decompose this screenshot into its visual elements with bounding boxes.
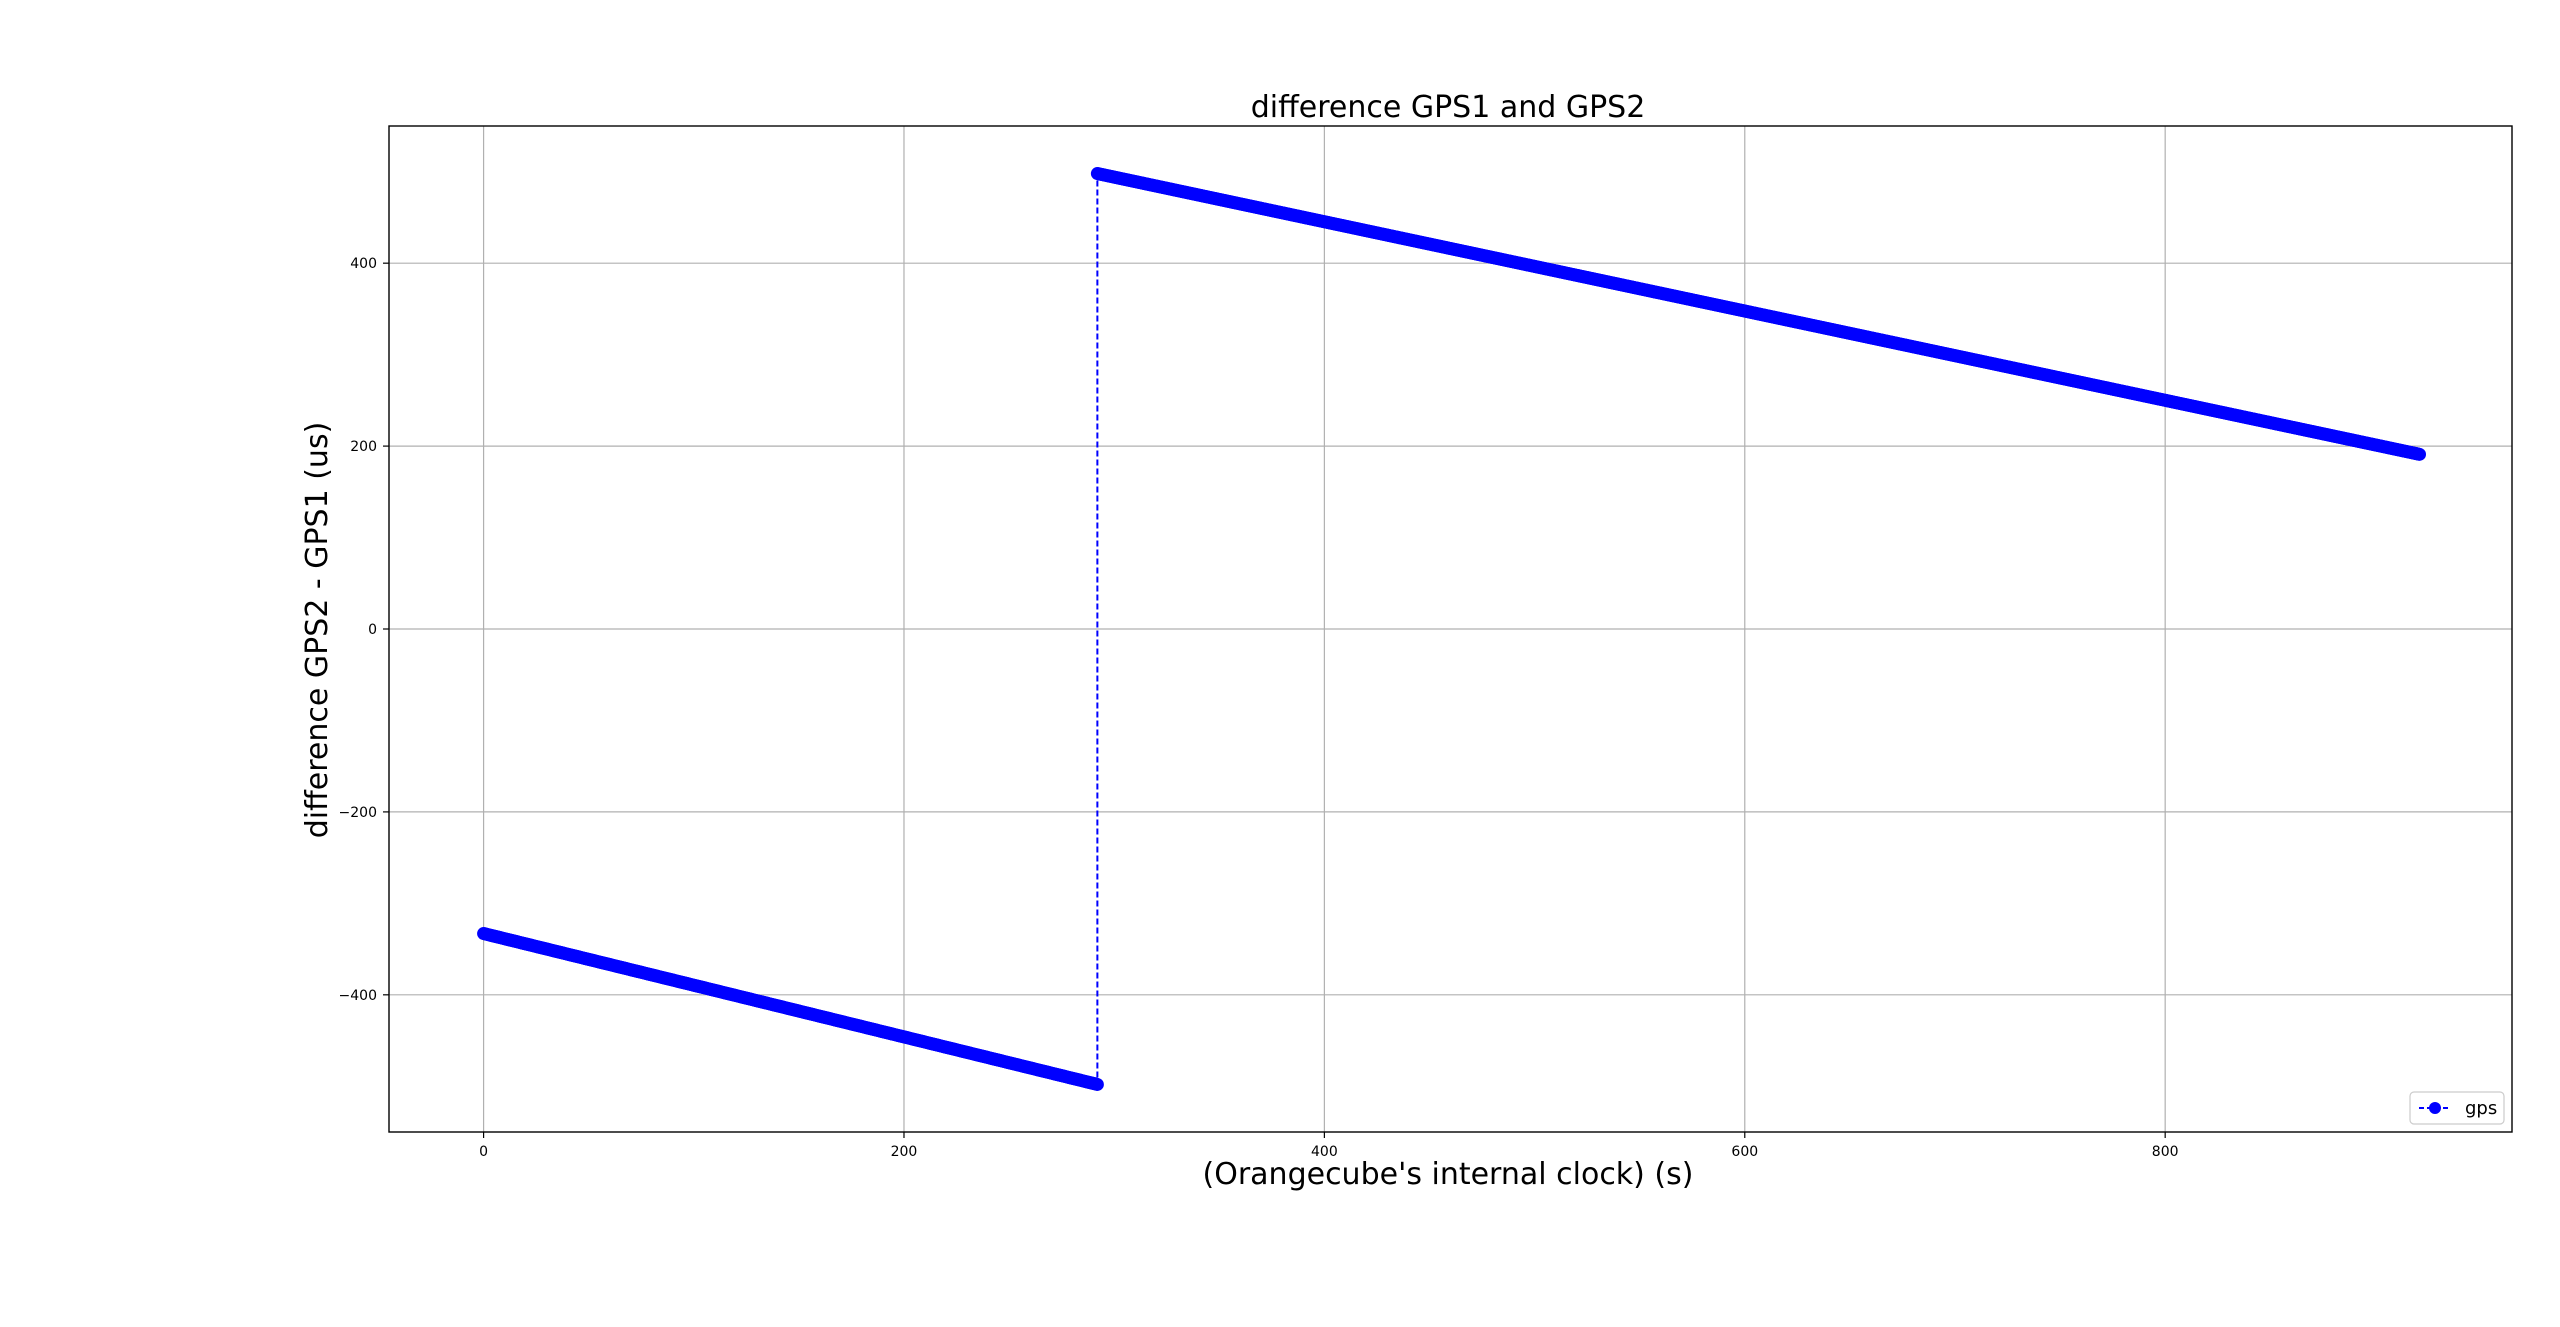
series-markers-gps-segment-2 <box>1090 167 2427 461</box>
plot-area <box>388 125 2513 1133</box>
x-tick-label: 0 <box>479 1144 488 1160</box>
series-markers-gps-segment-1 <box>477 927 1104 1091</box>
y-tick-label: 0 <box>368 622 377 638</box>
y-axis-title: difference GPS2 - GPS1 (us) <box>300 422 335 839</box>
data-point <box>1090 1077 1104 1091</box>
data-point <box>2413 447 2427 461</box>
x-tick-label: 600 <box>1731 1144 1758 1160</box>
legend: gps <box>2409 1091 2505 1125</box>
series-layer <box>477 167 2427 1091</box>
y-tick-label: 200 <box>350 439 377 455</box>
x-axis: 0 200 400 600 800 <box>479 1132 2179 1160</box>
y-tick-label: 400 <box>350 256 377 272</box>
y-tick-label: −400 <box>339 988 377 1004</box>
legend-frame <box>2409 1091 2505 1125</box>
y-tick-label: −200 <box>339 805 377 821</box>
legend-label: gps <box>2465 1098 2497 1119</box>
y-axis: −400 −200 0 200 400 <box>339 256 389 1004</box>
x-tick-label: 400 <box>1311 1144 1338 1160</box>
x-tick-label: 200 <box>891 1144 918 1160</box>
x-tick-label: 800 <box>2152 1144 2179 1160</box>
x-axis-title: (Orangecube's internal clock) (s) <box>1203 1157 1694 1192</box>
chart-title: difference GPS1 and GPS2 <box>1251 90 1646 125</box>
legend-marker-swatch <box>2429 1102 2441 1114</box>
